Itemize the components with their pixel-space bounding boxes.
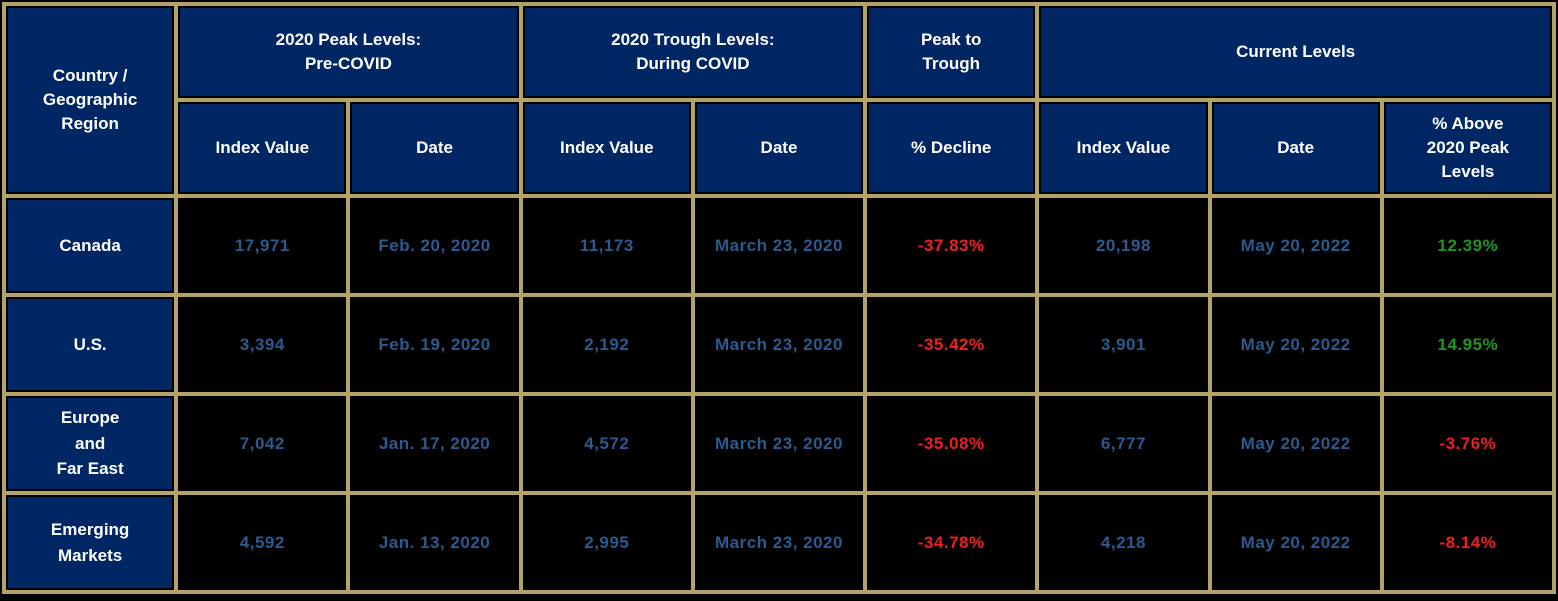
cell-trough-index-value: 4,572 xyxy=(522,396,691,491)
row-label-canada: Canada xyxy=(6,198,175,293)
cell-current-index-value: 4,218 xyxy=(1039,495,1208,590)
subheader-percent-above-2020-peak: % Above 2020 Peak Levels xyxy=(1383,102,1552,194)
header-group-current-levels: Current Levels xyxy=(1039,6,1552,98)
cell-peak-date: Feb. 20, 2020 xyxy=(350,198,519,293)
cell-peak-index-value: 3,394 xyxy=(178,297,347,392)
cell-percent-decline: -37.83% xyxy=(867,198,1036,293)
subheader-percent-decline: % Decline xyxy=(867,102,1036,194)
cell-peak-index-value: 7,042 xyxy=(178,396,347,491)
cell-current-date: May 20, 2022 xyxy=(1211,396,1380,491)
cell-percent-above-peak: 14.95% xyxy=(1383,297,1552,392)
cell-trough-date: March 23, 2020 xyxy=(694,495,864,590)
table-row-us: U.S. 3,394 Feb. 19, 2020 2,192 March 23,… xyxy=(6,297,1552,392)
cell-current-date: May 20, 2022 xyxy=(1211,495,1380,590)
row-label-europe-far-east: Europe and Far East xyxy=(6,396,175,491)
cell-trough-index-value: 2,995 xyxy=(522,495,691,590)
cell-percent-above-peak: -3.76% xyxy=(1383,396,1552,491)
table-row-emerging-markets: Emerging Markets 4,592 Jan. 13, 2020 2,9… xyxy=(6,495,1552,590)
cell-percent-decline: -35.08% xyxy=(867,396,1036,491)
cell-trough-date: March 23, 2020 xyxy=(694,396,864,491)
header-row-groups: Country / Geographic Region 2020 Peak Le… xyxy=(6,6,1552,194)
header-group-peak-to-trough: Peak to Trough xyxy=(867,6,1036,98)
cell-current-index-value: 20,198 xyxy=(1039,198,1208,293)
cell-peak-index-value: 4,592 xyxy=(178,495,347,590)
cell-percent-decline: -35.42% xyxy=(867,297,1036,392)
cell-current-index-value: 6,777 xyxy=(1039,396,1208,491)
cell-percent-decline: -34.78% xyxy=(867,495,1036,590)
header-country-geographic-region: Country / Geographic Region xyxy=(6,6,175,194)
cell-peak-date: Feb. 19, 2020 xyxy=(350,297,519,392)
cell-trough-date: March 23, 2020 xyxy=(694,198,864,293)
cell-trough-index-value: 11,173 xyxy=(522,198,691,293)
row-label-emerging-markets: Emerging Markets xyxy=(6,495,175,590)
subheader-trough-index-value: Index Value xyxy=(522,102,691,194)
row-label-us: U.S. xyxy=(6,297,175,392)
cell-percent-above-peak: 12.39% xyxy=(1383,198,1552,293)
header-row-subheaders: Index Value Date Index Value Date % Decl… xyxy=(6,102,1552,194)
cell-peak-date: Jan. 17, 2020 xyxy=(350,396,519,491)
cell-current-date: May 20, 2022 xyxy=(1211,297,1380,392)
cell-percent-above-peak: -8.14% xyxy=(1383,495,1552,590)
header-group-2020-trough-levels: 2020 Trough Levels: During COVID xyxy=(522,6,864,98)
subheader-peak-date: Date xyxy=(350,102,519,194)
cell-trough-date: March 23, 2020 xyxy=(694,297,864,392)
subheader-current-date: Date xyxy=(1211,102,1380,194)
table-row-europe-far-east: Europe and Far East 7,042 Jan. 17, 2020 … xyxy=(6,396,1552,491)
cell-peak-index-value: 17,971 xyxy=(178,198,347,293)
cell-peak-date: Jan. 13, 2020 xyxy=(350,495,519,590)
subheader-peak-index-value: Index Value xyxy=(178,102,347,194)
header-group-2020-peak-levels: 2020 Peak Levels: Pre-COVID xyxy=(178,6,519,98)
cell-trough-index-value: 2,192 xyxy=(522,297,691,392)
subheader-current-index-value: Index Value xyxy=(1039,102,1208,194)
subheader-trough-date: Date xyxy=(694,102,864,194)
cell-current-index-value: 3,901 xyxy=(1039,297,1208,392)
cell-current-date: May 20, 2022 xyxy=(1211,198,1380,293)
table-row-canada: Canada 17,971 Feb. 20, 2020 11,173 March… xyxy=(6,198,1552,293)
